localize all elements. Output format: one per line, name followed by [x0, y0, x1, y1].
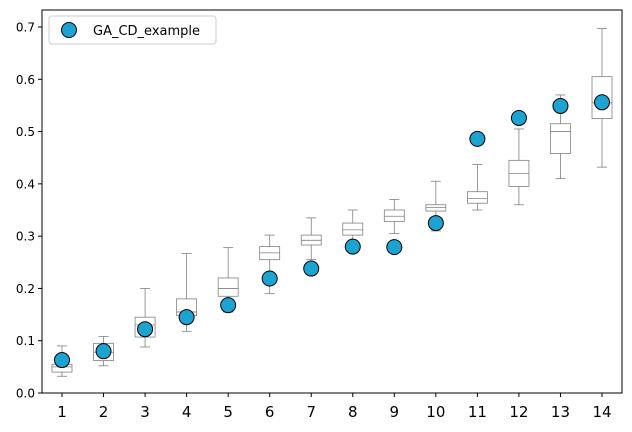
x-tick-label: 9: [390, 403, 400, 421]
legend: GA_CD_example: [48, 15, 217, 45]
box-body: [425, 204, 447, 212]
legend-box: [48, 15, 217, 45]
y-tick-label: 0.5: [16, 125, 35, 139]
point-4: [178, 309, 195, 326]
x-tick-label: 7: [306, 403, 316, 421]
point-12: [510, 109, 527, 126]
point-2: [95, 343, 112, 360]
x-tick-label: 1: [57, 403, 67, 421]
box-body: [591, 76, 613, 119]
box-body: [383, 209, 405, 222]
legend-marker: [61, 22, 77, 38]
x-tick-label: 11: [468, 403, 487, 421]
point-5: [220, 297, 237, 314]
box-12: [508, 128, 530, 206]
plot-frame: [41, 9, 623, 394]
box-11: [466, 164, 488, 211]
x-axis: 1 2 3 4 5 6 7 8 9 10 11 12 13 14: [57, 393, 612, 421]
point-8: [344, 238, 361, 255]
y-tick-label: 0.4: [16, 177, 35, 191]
x-tick-label: 8: [348, 403, 358, 421]
point-10: [427, 215, 444, 232]
box-9: [383, 199, 405, 234]
point-9: [386, 239, 403, 256]
point-1: [54, 352, 70, 369]
scatter-series: [54, 94, 610, 369]
x-tick-label: 5: [223, 403, 233, 421]
x-tick-label: 13: [551, 403, 570, 421]
box-body: [466, 191, 488, 204]
box-13: [550, 94, 571, 180]
box-body: [550, 123, 571, 154]
x-tick-label: 3: [140, 403, 150, 421]
legend-label: GA_CD_example: [93, 24, 200, 39]
point-7: [303, 260, 320, 277]
y-tick-label: 0.0: [16, 387, 35, 401]
point-6: [261, 270, 278, 287]
point-3: [137, 321, 154, 338]
point-13: [552, 97, 569, 114]
x-tick-label: 14: [592, 403, 611, 421]
y-tick-label: 0.7: [16, 21, 35, 35]
y-tick-label: 0.6: [16, 73, 35, 87]
point-14: [594, 94, 610, 111]
x-tick-label: 6: [265, 403, 275, 421]
y-tick-label: 0.3: [16, 230, 35, 244]
x-tick-label: 2: [99, 403, 109, 421]
point-11: [469, 130, 486, 147]
box-body: [342, 222, 364, 236]
box-body: [217, 277, 239, 297]
y-tick-label: 0.1: [16, 334, 35, 348]
x-tick-label: 4: [182, 403, 192, 421]
y-tick-label: 0.2: [16, 282, 35, 296]
plot-background: [42, 10, 622, 393]
box-7: [300, 217, 322, 261]
x-tick-label: 12: [509, 403, 528, 421]
x-tick-label: 10: [426, 403, 445, 421]
y-axis: 0.0 0.1 0.2 0.3 0.4 0.5 0.6 0.7: [16, 21, 42, 401]
